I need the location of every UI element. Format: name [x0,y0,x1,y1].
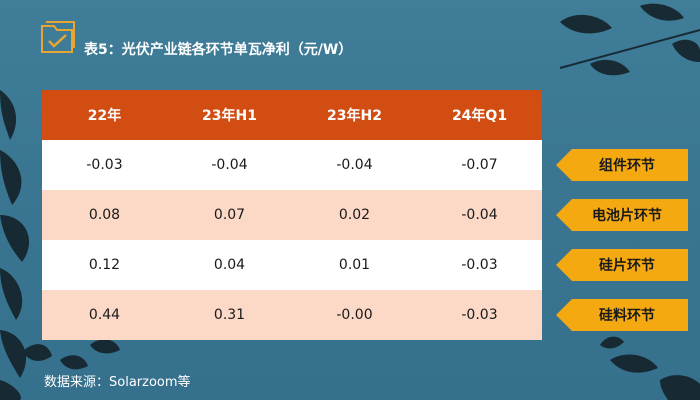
table-cell: -0.03 [86,157,123,173]
table-cell: 0.01 [338,257,371,273]
net-profit-table: 22年 23年H1 23年H2 24年Q1 -0.03 -0.04 -0.04 … [42,90,542,340]
table-cell: -0.03 [461,307,498,323]
table-cell: -0.04 [211,157,248,173]
column-header: 22年 [87,108,122,124]
row-label-module: 组件环节 [556,149,688,181]
table-cell: -0.04 [461,207,498,223]
table-cell: 0.12 [88,257,121,273]
table-row: 0.08 0.07 0.02 -0.04 [42,190,542,240]
table-title: 表5：光伏产业链各环节单瓦净利（元/W） [84,42,353,58]
row-label-polysilicon: 硅料环节 [556,299,688,331]
column-header: 23年H2 [327,108,382,124]
table-cell: 0.44 [88,307,121,323]
row-label-wafer: 硅片环节 [556,249,688,281]
table-cell: -0.03 [461,257,498,273]
table-cell: -0.00 [336,307,373,323]
table-cell: 0.07 [213,207,246,223]
data-source-note: 数据来源：Solarzoom等 [44,375,191,390]
table-row: 0.44 0.31 -0.00 -0.03 [42,290,542,340]
column-header: 23年H1 [202,108,257,124]
table-row: -0.03 -0.04 -0.04 -0.07 [42,140,542,190]
table-cell: -0.04 [336,157,373,173]
row-label-cell: 电池片环节 [556,199,688,231]
table-header-row: 22年 23年H1 23年H2 24年Q1 [42,90,542,140]
table-row: 0.12 0.04 0.01 -0.03 [42,240,542,290]
table-cell: 0.04 [213,257,246,273]
table-cell: 0.08 [88,207,121,223]
folder-check-logo-icon [41,21,75,53]
table-cell: -0.07 [461,157,498,173]
column-header: 24年Q1 [451,108,508,124]
table-cell: 0.02 [338,207,371,223]
table-cell: 0.31 [213,307,246,323]
